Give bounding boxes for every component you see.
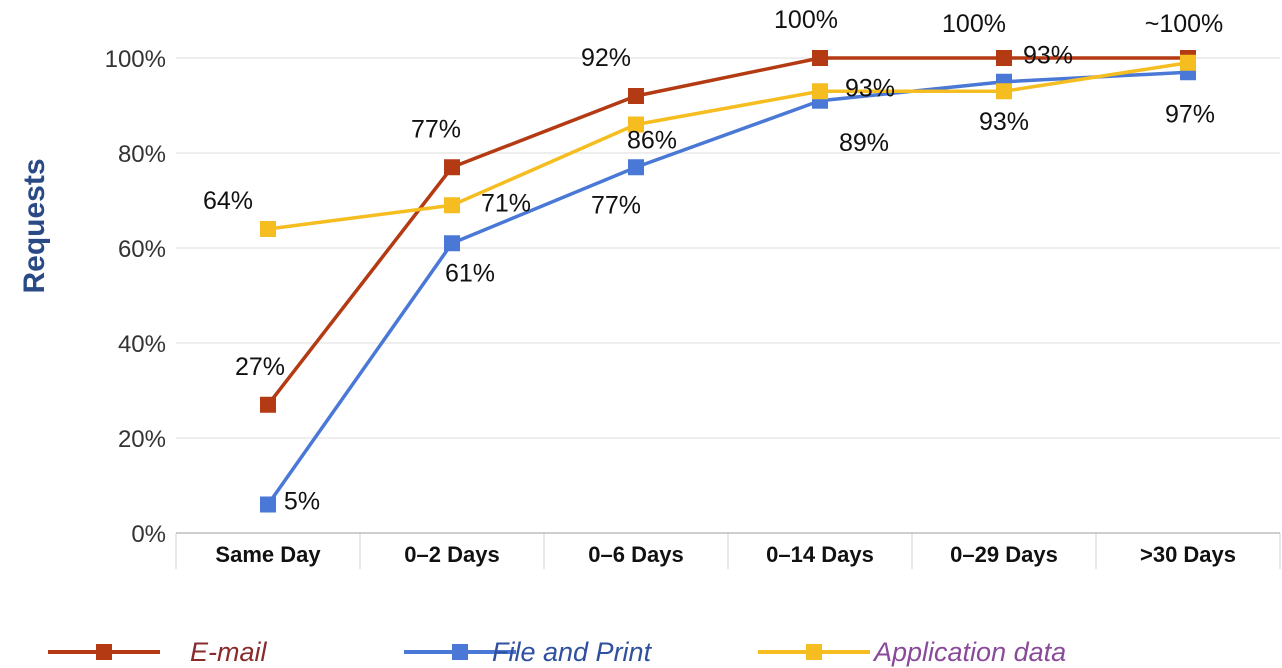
y-tick-label: 0% xyxy=(131,521,166,548)
legend-label: Application data xyxy=(872,637,1066,667)
legend: E-mail File and Print Application data xyxy=(48,637,1066,667)
legend-label: File and Print xyxy=(492,637,653,667)
y-tick-label: 40% xyxy=(118,331,166,358)
y-axis-title: Requests xyxy=(18,158,51,293)
data-point xyxy=(260,496,276,513)
data-point xyxy=(444,197,460,214)
data-label: 5% xyxy=(284,488,320,516)
data-label: 77% xyxy=(591,191,641,219)
x-tick-label: 0–29 Days xyxy=(950,542,1058,567)
data-point xyxy=(996,50,1012,66)
x-axis-ticks: Same Day 0–2 Days 0–6 Days 0–14 Days 0–29 Da… xyxy=(175,533,1281,569)
series-line xyxy=(267,61,1189,231)
data-label: 61% xyxy=(445,259,495,287)
legend-swatch-marker xyxy=(806,644,822,660)
data-label: 93% xyxy=(979,108,1029,136)
data-label: 64% xyxy=(203,187,253,215)
x-tick-label: 0–2 Days xyxy=(404,542,499,567)
data-point xyxy=(812,50,828,66)
data-label: 27% xyxy=(235,353,285,381)
data-label: 86% xyxy=(627,127,677,155)
legend-swatch-marker xyxy=(96,644,112,660)
data-point xyxy=(1180,54,1196,71)
data-label: 92% xyxy=(581,44,631,72)
x-tick-label: 0–14 Days xyxy=(766,542,874,567)
data-point xyxy=(260,221,276,237)
y-axis-ticks: 0% 20% 40% 60% 80% 100% xyxy=(105,46,166,548)
data-label: ~100% xyxy=(1145,10,1224,38)
data-label: 97% xyxy=(1165,100,1215,128)
grid-lines xyxy=(176,57,1280,439)
data-point xyxy=(628,116,644,133)
data-point xyxy=(444,235,460,252)
data-label: 71% xyxy=(481,189,531,217)
x-tick-label: Same Day xyxy=(215,542,321,567)
data-labels: 27% 77% 92% 100% 100% ~100% 5% 61% 77% 89% 93% 97% 6… xyxy=(203,6,1223,516)
x-tick-label: 0–6 Days xyxy=(588,542,683,567)
data-label: 93% xyxy=(1023,41,1073,69)
data-label: 77% xyxy=(411,115,461,143)
data-point xyxy=(812,83,828,100)
data-label: 89% xyxy=(839,129,889,157)
y-tick-label: 80% xyxy=(118,141,166,168)
legend-swatch-marker xyxy=(452,644,468,660)
y-tick-label: 60% xyxy=(118,236,166,263)
y-tick-label: 100% xyxy=(105,46,166,73)
data-point xyxy=(628,88,644,104)
data-point xyxy=(628,159,644,176)
data-point xyxy=(996,83,1012,100)
data-label: 93% xyxy=(845,74,895,102)
series-line xyxy=(266,56,1188,406)
legend-label: E-mail xyxy=(190,637,268,667)
data-label: 100% xyxy=(942,10,1006,38)
series-points xyxy=(260,50,1196,513)
data-point xyxy=(260,396,276,413)
data-point xyxy=(444,159,460,176)
series-lines xyxy=(266,56,1189,506)
series-line xyxy=(266,70,1189,506)
data-label: 100% xyxy=(774,6,838,34)
y-tick-label: 20% xyxy=(118,426,166,453)
x-tick-label: >30 Days xyxy=(1140,542,1236,567)
